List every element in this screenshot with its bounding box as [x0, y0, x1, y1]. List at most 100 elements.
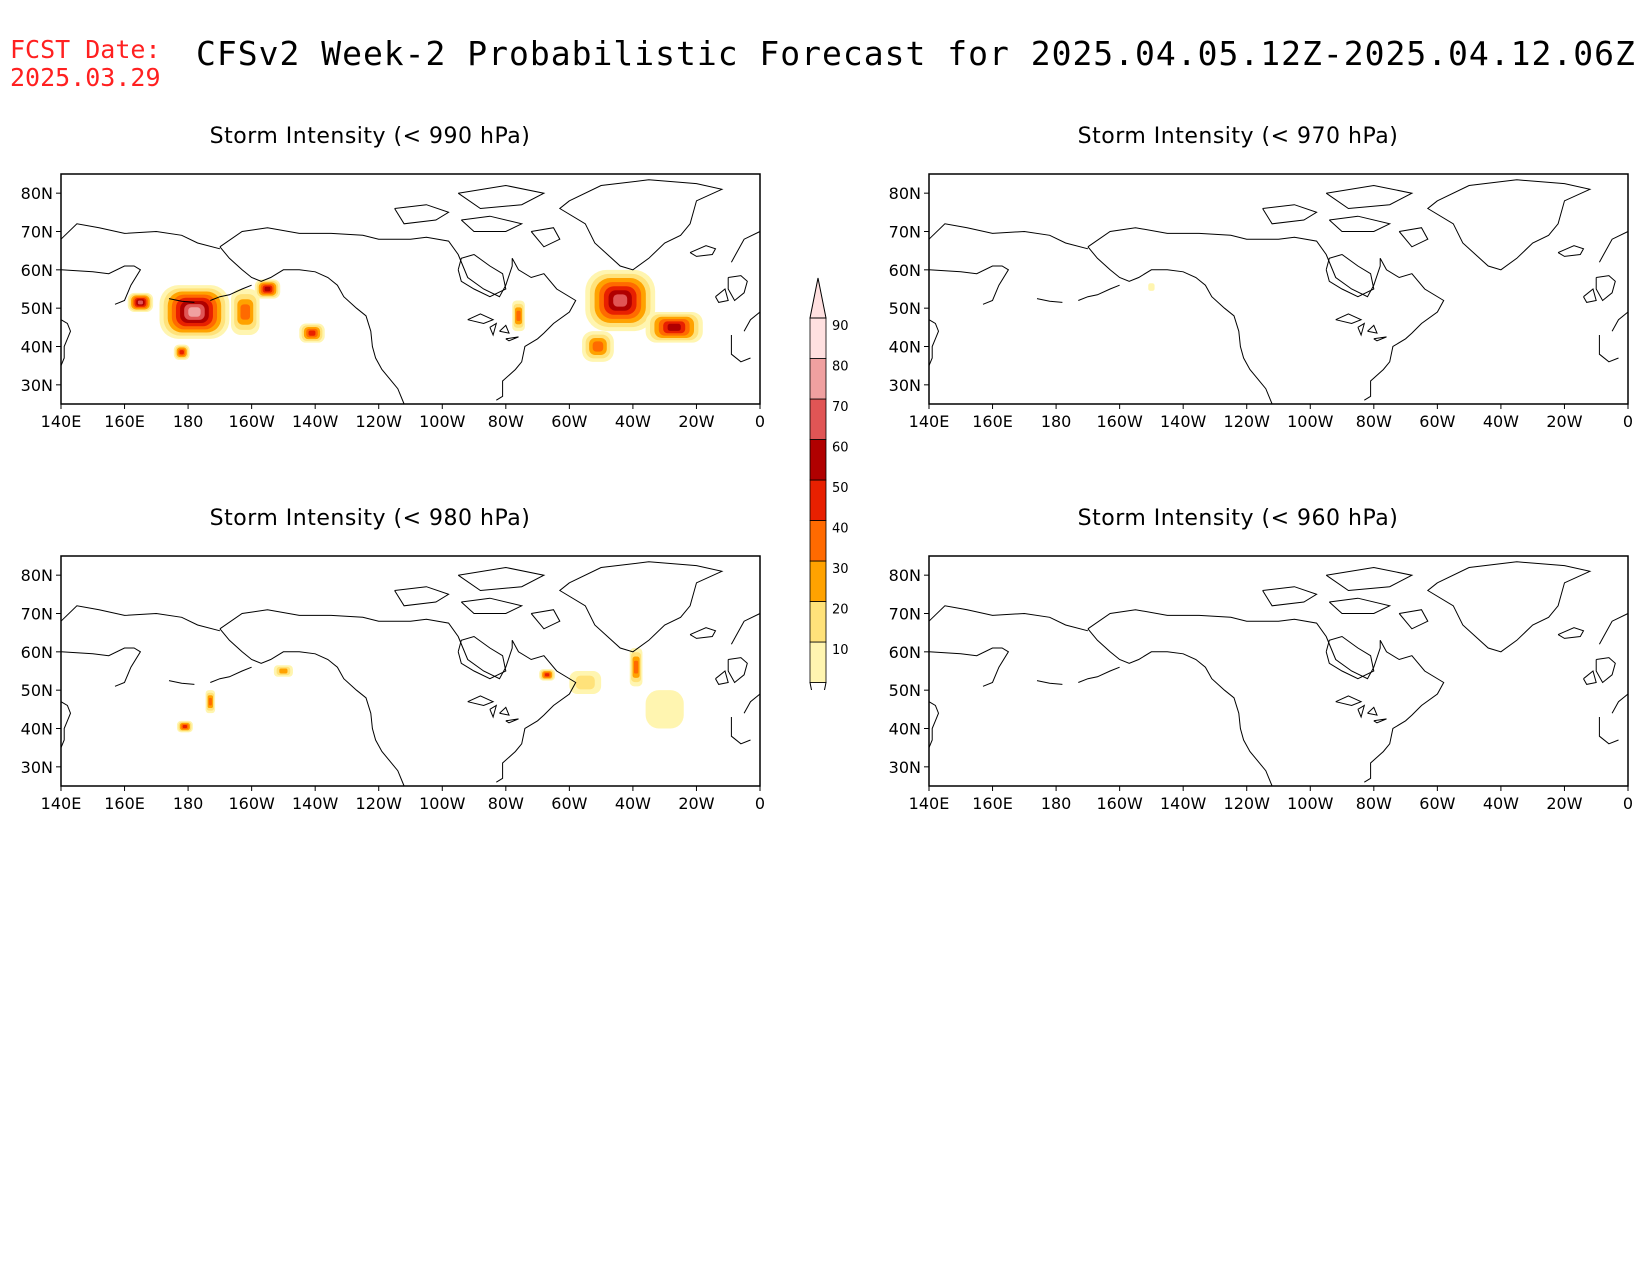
lon-tick-label: 0 [755, 412, 765, 431]
lon-tick-label: 140E [909, 412, 950, 431]
probability-region [308, 330, 316, 336]
lon-tick-label: 140W [292, 412, 339, 431]
coastline [1557, 245, 1585, 257]
coastline [1036, 298, 1063, 303]
coastline [1325, 253, 1375, 298]
colorbar-label: 40 [832, 522, 849, 537]
coastline [60, 265, 142, 305]
coastline [1367, 706, 1378, 716]
coastline [1598, 613, 1629, 645]
coastline [1335, 313, 1363, 325]
lat-tick-label: 60N [889, 643, 921, 662]
fcst-date-label: FCST Date: [10, 35, 161, 64]
coastline [60, 223, 221, 250]
coastline [1325, 635, 1375, 680]
coastline [1611, 693, 1629, 714]
map-panel-960: Storm Intensity (< 960 hPa) 140E 160E 180 1… [868, 506, 1638, 813]
coastline [1325, 566, 1414, 592]
lon-tick-label: 80W [1356, 412, 1392, 431]
lon-tick-label: 180 [1041, 794, 1072, 813]
map-panel-980: Storm Intensity (< 980 hPa) 140E 160E 180 1… [0, 506, 770, 813]
probability-region [613, 294, 628, 307]
probability-region [279, 668, 288, 674]
panel-title: Storm Intensity (< 980 hPa) [209, 506, 531, 531]
lat-tick-label: 80N [21, 566, 53, 585]
probability-region [575, 675, 595, 690]
probability-region [1148, 283, 1155, 291]
probability-region [208, 697, 212, 706]
coastline [928, 701, 940, 748]
coastline [928, 605, 1089, 632]
colorbar-segment [809, 317, 827, 359]
probability-region [633, 660, 639, 674]
colorbar-segment [809, 439, 827, 481]
mask [760, 124, 770, 414]
lat-tick-label: 30N [21, 376, 53, 395]
coastline [1262, 586, 1318, 607]
lon-tick-label: 60W [551, 794, 587, 813]
panel-title: Storm Intensity (< 970 hPa) [1077, 124, 1399, 149]
coastline [210, 284, 252, 301]
coastline [727, 657, 748, 684]
coastline [394, 204, 450, 225]
coastline [168, 298, 195, 303]
coastline [1426, 561, 1592, 653]
coastline [730, 717, 751, 745]
lon-tick-label: 120W [356, 412, 403, 431]
mask [1628, 124, 1638, 414]
lat-tick-label: 60N [889, 261, 921, 280]
lat-tick-label: 80N [889, 184, 921, 203]
lat-tick-label: 70N [21, 223, 53, 242]
mask [1628, 506, 1638, 796]
coastline [457, 253, 507, 298]
coastline [499, 706, 510, 716]
coastline [715, 288, 729, 303]
coastline [743, 693, 761, 714]
coastline [1325, 184, 1414, 210]
coastline [1335, 695, 1363, 707]
colorbar-label: 30 [832, 562, 849, 577]
colorbar-label: 80 [832, 360, 849, 375]
lon-tick-label: 40W [1483, 794, 1519, 813]
lat-tick-label: 50N [21, 681, 53, 700]
colorbar-upper-cap [809, 277, 827, 319]
lon-tick-label: 80W [488, 412, 524, 431]
probability-region [137, 300, 143, 305]
colorbar-segment [809, 560, 827, 602]
coastline [499, 324, 510, 334]
coastline [505, 718, 519, 724]
lon-tick-label: 180 [173, 412, 204, 431]
probability-region [240, 304, 251, 320]
colorbar-label: 70 [832, 400, 849, 415]
coastline [460, 215, 524, 232]
probability-region [516, 310, 521, 321]
lon-tick-label: 160E [972, 412, 1013, 431]
lat-tick-label: 30N [889, 376, 921, 395]
lat-tick-label: 50N [889, 681, 921, 700]
coastline [1078, 666, 1120, 683]
coastline [467, 313, 495, 325]
mask [868, 506, 929, 796]
map-svg: 140E 160E 180 160W 140W 120W 100W 80W 60W 40W 20W 0… [0, 124, 770, 431]
probability-region [645, 690, 684, 729]
probability-region [667, 323, 681, 331]
coastline [1583, 670, 1597, 685]
lon-tick-label: 20W [1546, 412, 1582, 431]
lon-tick-label: 160W [1096, 794, 1143, 813]
lon-tick-label: 140W [292, 794, 339, 813]
panel-title: Storm Intensity (< 990 hPa) [209, 124, 531, 149]
lon-tick-label: 140W [1160, 794, 1207, 813]
coastline [467, 695, 495, 707]
colorbar-segment [809, 479, 827, 521]
lat-tick-label: 50N [889, 299, 921, 318]
probability-region [182, 725, 188, 729]
lon-tick-label: 160E [104, 794, 145, 813]
coastline [1328, 215, 1392, 232]
coastline [168, 680, 195, 685]
lat-tick-label: 70N [889, 223, 921, 242]
lon-tick-label: 140E [909, 794, 950, 813]
coastline [1373, 336, 1387, 342]
coastline [730, 613, 761, 645]
lon-tick-label: 120W [1224, 794, 1271, 813]
coastline [60, 701, 72, 748]
